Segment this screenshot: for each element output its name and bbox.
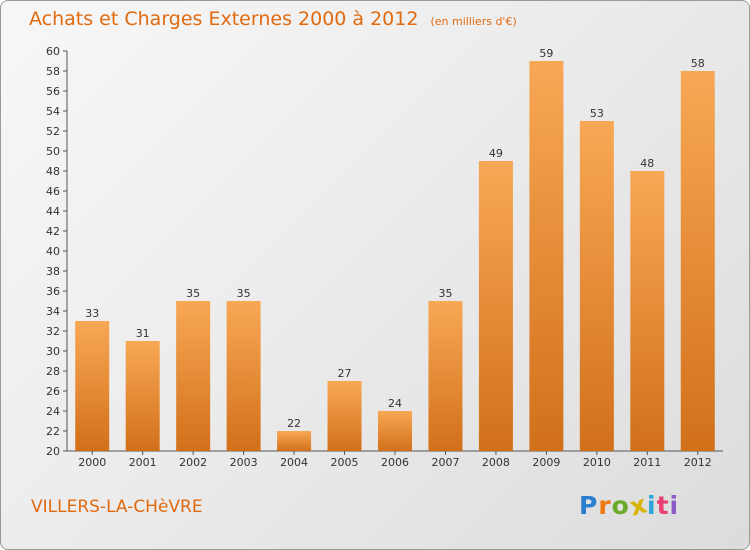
y-tick-label: 50 xyxy=(46,145,60,158)
y-tick-label: 20 xyxy=(46,445,60,458)
y-tick-label: 28 xyxy=(46,365,60,378)
title-unit: (en milliers d'€) xyxy=(430,15,517,28)
bar xyxy=(478,161,513,451)
data-label: 27 xyxy=(338,367,352,380)
y-tick-label: 60 xyxy=(46,45,60,58)
y-tick-label: 52 xyxy=(46,125,60,138)
data-label: 33 xyxy=(85,307,99,320)
y-tick-label: 42 xyxy=(46,225,60,238)
logo-letter: P xyxy=(579,491,599,520)
y-tick-label: 54 xyxy=(46,105,60,118)
bar xyxy=(75,321,110,451)
bar xyxy=(327,381,362,451)
bar xyxy=(125,341,160,451)
y-tick-label: 30 xyxy=(46,345,60,358)
data-label: 48 xyxy=(640,157,654,170)
y-tick-label: 56 xyxy=(46,85,60,98)
bar xyxy=(579,121,614,451)
data-label: 35 xyxy=(186,287,200,300)
data-label: 53 xyxy=(590,107,604,120)
x-tick-label: 2005 xyxy=(331,456,359,469)
bar xyxy=(277,431,312,451)
x-tick-label: 2001 xyxy=(129,456,157,469)
y-tick-label: 26 xyxy=(46,385,60,398)
title-text: Achats et Charges Externes 2000 à 2012 xyxy=(29,8,419,30)
logo-letter: t xyxy=(656,491,670,520)
x-tick-label: 2008 xyxy=(482,456,510,469)
y-tick-label: 22 xyxy=(46,425,60,438)
y-tick-label: 48 xyxy=(46,165,60,178)
bar xyxy=(176,301,211,451)
bar xyxy=(428,301,463,451)
bar xyxy=(378,411,412,451)
x-tick-label: 2009 xyxy=(532,456,560,469)
proxiti-logo: Proxiti xyxy=(579,489,680,521)
x-tick-label: 2012 xyxy=(684,456,712,469)
x-tick-label: 2003 xyxy=(230,456,258,469)
x-tick-label: 2006 xyxy=(381,456,409,469)
y-tick-label: 58 xyxy=(46,65,60,78)
bar xyxy=(529,61,564,451)
data-label: 49 xyxy=(489,147,503,160)
x-tick-label: 2010 xyxy=(583,456,611,469)
data-label: 35 xyxy=(237,287,251,300)
y-tick-label: 44 xyxy=(46,205,60,218)
x-tick-label: 2004 xyxy=(280,456,308,469)
x-tick-label: 2000 xyxy=(78,456,106,469)
logo-letter: i xyxy=(669,491,680,520)
logo-letter: r xyxy=(598,491,612,520)
bar xyxy=(680,71,715,451)
data-label: 35 xyxy=(438,287,452,300)
x-tick-label: 2007 xyxy=(431,456,459,469)
y-tick-label: 38 xyxy=(46,265,60,278)
bar xyxy=(226,301,261,451)
data-label: 58 xyxy=(691,57,705,70)
x-tick-label: 2011 xyxy=(633,456,661,469)
data-label: 31 xyxy=(136,327,150,340)
data-label: 22 xyxy=(287,417,301,430)
data-label: 59 xyxy=(539,47,553,60)
y-tick-label: 32 xyxy=(46,325,60,338)
chart-title: Achats et Charges Externes 2000 à 2012 (e… xyxy=(29,8,517,30)
y-tick-label: 36 xyxy=(46,285,60,298)
bar xyxy=(630,171,665,451)
logo-letter: i xyxy=(647,491,657,520)
data-label: 24 xyxy=(388,397,402,410)
logo-letter: o xyxy=(611,491,630,520)
y-tick-label: 24 xyxy=(46,405,60,418)
x-tick-label: 2002 xyxy=(179,456,207,469)
y-tick-label: 46 xyxy=(46,185,60,198)
commune-name: VILLERS-LA-CHèVRE xyxy=(31,497,203,517)
y-tick-label: 40 xyxy=(46,245,60,258)
y-tick-label: 34 xyxy=(46,305,60,318)
